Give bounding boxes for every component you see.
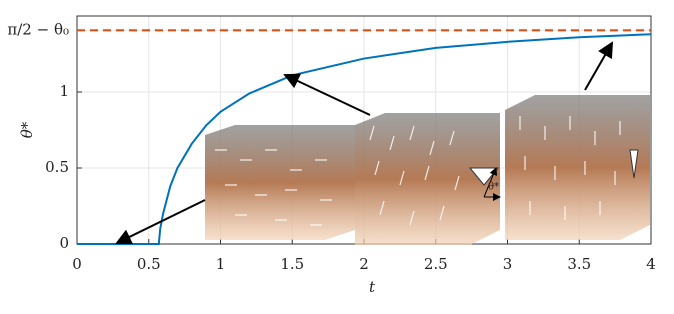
y-tick-label: 1 [59, 82, 69, 100]
y-tick-label: 0.5 [45, 158, 69, 176]
x-tick-label: 4 [646, 255, 656, 273]
arrow [283, 73, 371, 116]
x-tick-label: 1.5 [280, 255, 304, 273]
y-axis-label: θ* [18, 121, 36, 138]
x-axis-label: t [369, 278, 376, 296]
inset-strokes [215, 116, 621, 226]
x-tick-label: 0.5 [137, 255, 161, 273]
inset-cube [205, 125, 355, 240]
insets: θ* [115, 41, 650, 245]
x-tick-label: 2 [359, 255, 369, 273]
arrow [115, 199, 206, 245]
x-tick-label: 2.5 [424, 255, 448, 273]
inset-cube [355, 113, 500, 245]
y-tick-label: 0 [59, 234, 69, 252]
x-tick-label: 0 [72, 255, 82, 273]
inset-cube [505, 95, 650, 240]
inset-annotation: θ* [488, 182, 499, 193]
x-tick-label: 3.5 [567, 255, 591, 273]
cone-icon [629, 149, 639, 179]
line-series [77, 33, 652, 245]
axis-arrow [483, 167, 498, 198]
x-tick-label: 1 [216, 255, 226, 273]
x-tick-label: 3 [503, 255, 513, 273]
arrow [584, 41, 613, 91]
y-tick-label: π/2 − θ₀ [7, 20, 69, 38]
